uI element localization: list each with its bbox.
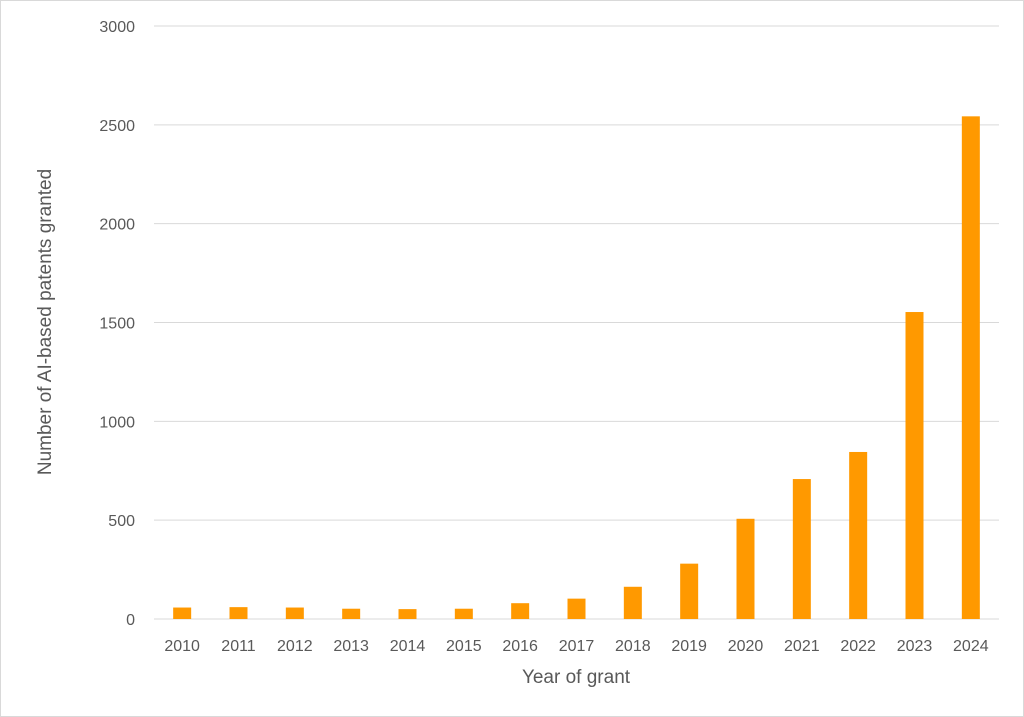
bar-2020: [736, 518, 755, 619]
x-tick-labels: 2010 2011 2012 2013 2014 2015 2016 2017 2018 2019…: [164, 638, 988, 655]
x-tick-label-2016: 2016: [502, 638, 538, 655]
x-tick-label-2010: 2010: [164, 638, 200, 655]
x-tick-label-2012: 2012: [277, 638, 313, 655]
bar-2011: [229, 607, 248, 619]
y-tick-label-2500: 2500: [99, 118, 135, 135]
bar-2014: [398, 609, 417, 619]
x-tick-label-2024: 2024: [953, 638, 989, 655]
bar-2017: [567, 598, 586, 619]
x-tick-label-2014: 2014: [390, 638, 426, 655]
y-tick-label-1000: 1000: [99, 414, 135, 431]
bar-2021: [792, 479, 811, 619]
gridlines: [154, 25, 999, 620]
y-tick-label-0: 0: [126, 612, 135, 629]
bar-2013: [342, 608, 361, 619]
bar-2016: [511, 603, 530, 619]
x-tick-label-2011: 2011: [221, 638, 256, 655]
x-tick-label-2015: 2015: [446, 638, 482, 655]
bars: [173, 116, 980, 619]
x-tick-label-2017: 2017: [559, 638, 595, 655]
bar-2012: [285, 607, 304, 619]
x-tick-label-2023: 2023: [897, 638, 933, 655]
bar-2023: [905, 312, 924, 619]
y-axis-title: Number of AI-based patents granted: [35, 169, 56, 475]
y-tick-label-500: 500: [108, 513, 135, 530]
bar-2022: [849, 451, 868, 619]
y-tick-label-3000: 3000: [99, 19, 135, 36]
bar-2010: [173, 607, 192, 619]
x-tick-label-2019: 2019: [671, 638, 707, 655]
y-tick-label-1500: 1500: [99, 316, 135, 333]
bar-2018: [623, 586, 642, 619]
x-tick-label-2021: 2021: [784, 638, 820, 655]
bar-2024: [961, 116, 980, 619]
x-tick-label-2018: 2018: [615, 638, 651, 655]
bar-2015: [454, 608, 473, 619]
x-tick-label-2022: 2022: [840, 638, 876, 655]
x-tick-label-2020: 2020: [728, 638, 764, 655]
bar-2019: [680, 563, 699, 619]
y-tick-label-2000: 2000: [99, 217, 135, 234]
y-tick-labels: 0 500 1000 1500 2000 2500 3000: [99, 19, 135, 629]
x-tick-label-2013: 2013: [333, 638, 369, 655]
x-axis-title: Year of grant: [522, 667, 631, 688]
